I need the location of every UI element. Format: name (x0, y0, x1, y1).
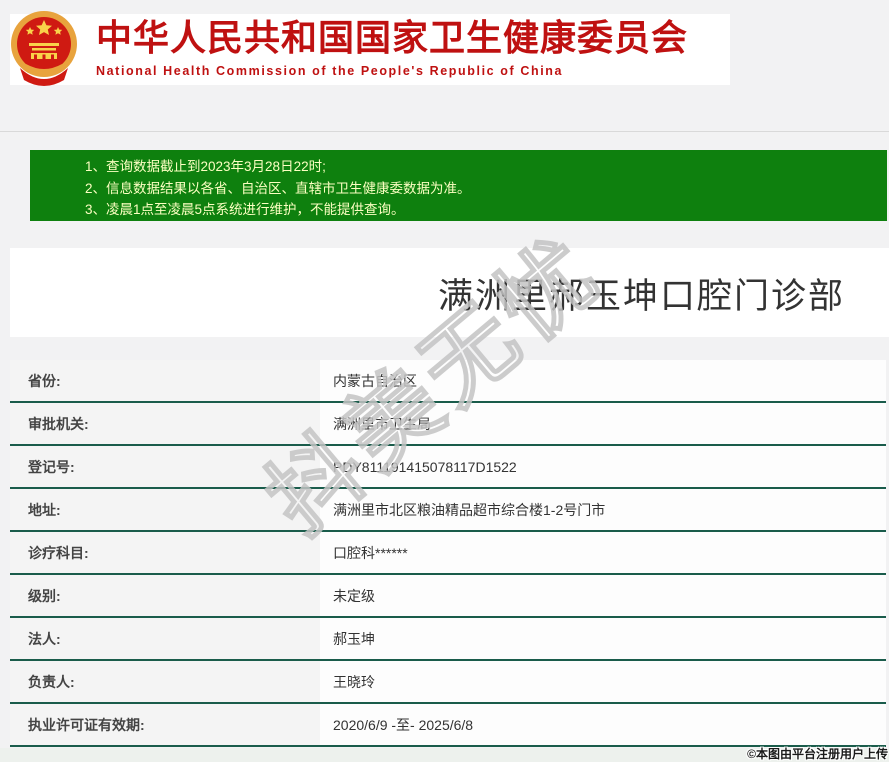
row-value: 内蒙古自治区 (320, 360, 886, 401)
row-value: 2020/6/9 -至- 2025/6/8 (320, 704, 886, 745)
notice-line-1: 1、查询数据截止到2023年3月28日22时; (85, 159, 326, 174)
row-label: 级别: (10, 575, 320, 616)
header-divider (0, 131, 889, 132)
bottom-strip (0, 748, 889, 762)
row-value: 王晓玲 (320, 661, 886, 702)
row-label: 登记号: (10, 446, 320, 487)
table-row-level: 级别: 未定级 (10, 575, 886, 618)
row-label: 诊疗科目: (10, 532, 320, 573)
table-row-approval-authority: 审批机关: 满洲里市卫生局 (10, 403, 886, 446)
table-row-legal-person: 法人: 郝玉坤 (10, 618, 886, 661)
header-title-english: National Health Commission of the People… (96, 64, 564, 78)
table-row-address: 地址: 满洲里市北区粮油精品超市综合楼1-2号门市 (10, 489, 886, 532)
row-value: 口腔科****** (320, 532, 886, 573)
row-label: 法人: (10, 618, 320, 659)
institution-title-band: 满洲里郝玉坤口腔门诊部 (10, 248, 889, 337)
row-value: 郝玉坤 (320, 618, 886, 659)
table-row-diagnosis-subjects: 诊疗科目: 口腔科****** (10, 532, 886, 575)
notice-box: 1、查询数据截止到2023年3月28日22时; 2、信息数据结果以各省、自治区、… (30, 150, 887, 221)
national-emblem-icon (11, 11, 77, 86)
upload-attribution-note: ©本图由平台注册用户上传 (747, 747, 888, 761)
notice-line-3: 3、凌晨1点至凌晨5点系统进行维护，不能提供查询。 (85, 202, 405, 217)
row-label: 执业许可证有效期: (10, 704, 320, 745)
header-title-chinese: 中华人民共和国国家卫生健康委员会 (96, 17, 689, 58)
row-value: 未定级 (320, 575, 886, 616)
institution-detail-table: 省份: 内蒙古自治区 审批机关: 满洲里市卫生局 登记号: PDY8111914… (10, 360, 886, 747)
row-value: 满洲里市北区粮油精品超市综合楼1-2号门市 (320, 489, 886, 530)
row-value: 满洲里市卫生局 (320, 403, 886, 444)
row-label: 省份: (10, 360, 320, 401)
table-row-license-validity: 执业许可证有效期: 2020/6/9 -至- 2025/6/8 (10, 704, 886, 747)
site-header: 中华人民共和国国家卫生健康委员会 National Health Commiss… (10, 11, 730, 86)
row-label: 审批机关: (10, 403, 320, 444)
row-value: PDY811191415078117D1522 (320, 446, 886, 487)
row-label: 地址: (10, 489, 320, 530)
notice-line-2: 2、信息数据结果以各省、自治区、直辖市卫生健康委数据为准。 (85, 180, 471, 196)
table-row-province: 省份: 内蒙古自治区 (10, 360, 886, 403)
table-row-person-in-charge: 负责人: 王晓玲 (10, 661, 886, 704)
row-label: 负责人: (10, 661, 320, 702)
header-titles: 中华人民共和国国家卫生健康委员会 National Health Commiss… (96, 16, 726, 79)
table-row-registration-number: 登记号: PDY811191415078117D1522 (10, 446, 886, 489)
institution-name: 满洲里郝玉坤口腔门诊部 (437, 277, 845, 316)
